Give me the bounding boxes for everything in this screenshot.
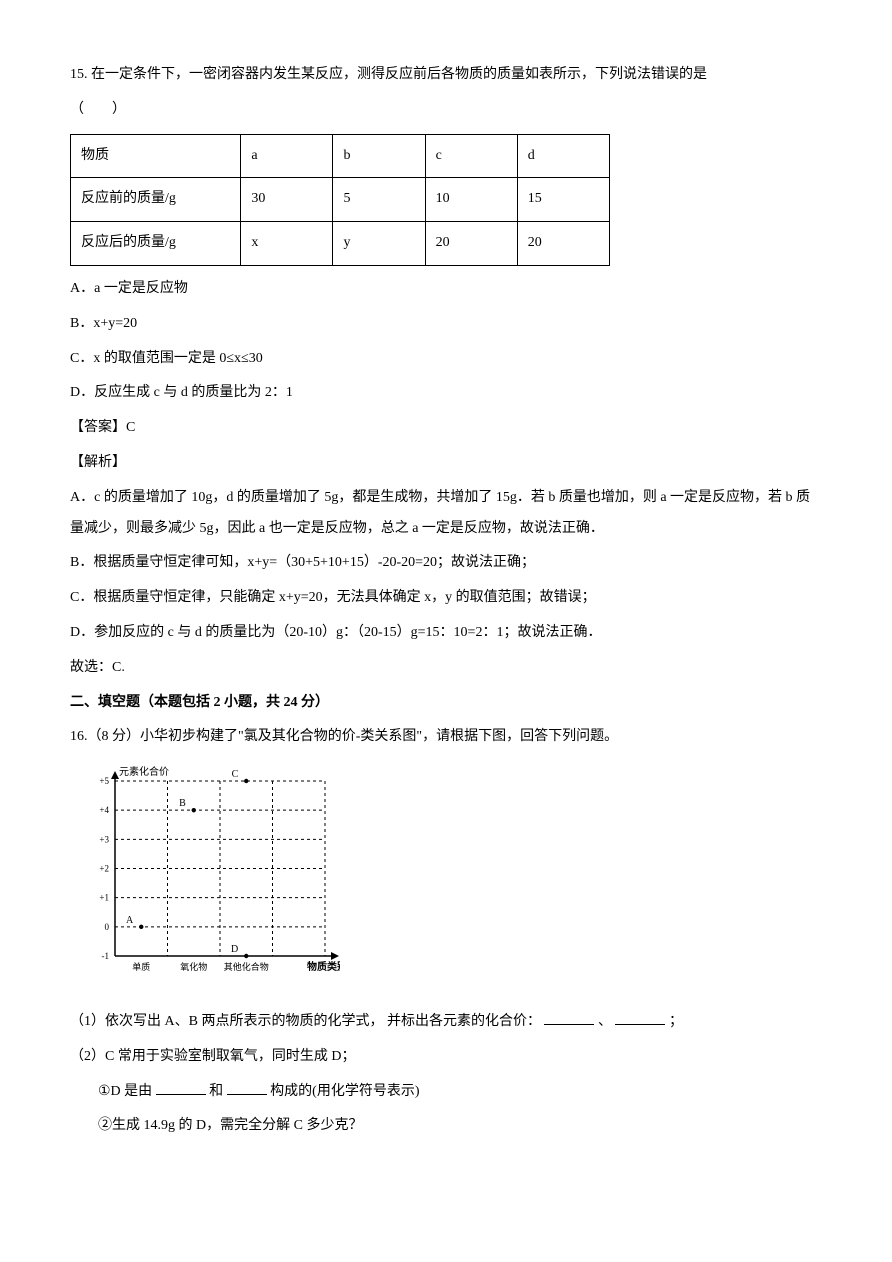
svg-text:元素化合价: 元素化合价 (119, 765, 169, 778)
q15-option-a: A．a 一定是反应物 (70, 274, 822, 305)
cell: b (333, 134, 425, 178)
cell: a (241, 134, 333, 178)
q16-sub2-1-mid: 和 (209, 1084, 223, 1099)
section2-title: 二、填空题（本题包括 2 小题，共 24 分） (70, 688, 822, 719)
table-row: 反应后的质量/g x y 20 20 (71, 222, 610, 266)
q16-sub2-1-suffix: 构成的(用化学符号表示) (270, 1084, 419, 1099)
blank-a[interactable] (544, 1008, 594, 1025)
q15-paren: （ ） (70, 95, 822, 126)
svg-text:单质: 单质 (132, 961, 150, 972)
cell: 20 (517, 222, 609, 266)
svg-text:+4: +4 (99, 805, 109, 815)
blank-c[interactable] (156, 1078, 206, 1095)
q16-sub2: （2）C 常用于实验室制取氧气，同时生成 D； (70, 1042, 822, 1073)
q15-analysis-b: B．根据质量守恒定律可知，x+y=（30+5+10+15）-20-20=20；故… (70, 548, 822, 579)
cell: 30 (241, 178, 333, 222)
blank-d[interactable] (227, 1078, 267, 1095)
q15-stem: 15. 在一定条件下，一密闭容器内发生某反应，测得反应前后各物质的质量如表所示，… (70, 60, 822, 91)
svg-text:物质类别: 物质类别 (307, 960, 340, 973)
q15-analysis-d: D．参加反应的 c 与 d 的质量比为（20-10）g：（20-15）g=15：… (70, 618, 822, 649)
cell: 10 (425, 178, 517, 222)
q16-sub1-sep: 、 (598, 1014, 612, 1029)
q15-conclusion: 故选：C. (70, 653, 822, 684)
q16-stem: 16.（8 分）小华初步构建了"氯及其化合物的价-类关系图"，请根据下图，回答下… (70, 722, 822, 753)
q16-sub2-1: ①D 是由 和 构成的(用化学符号表示) (70, 1077, 822, 1108)
cell: 物质 (71, 134, 241, 178)
svg-text:0: 0 (105, 922, 110, 932)
svg-text:氧化物: 氧化物 (180, 961, 207, 972)
table-row: 反应前的质量/g 30 5 10 15 (71, 178, 610, 222)
svg-text:B: B (179, 798, 186, 809)
q15-analysis-a: A．c 的质量增加了 10g，d 的质量增加了 5g，都是生成物，共增加了 15… (70, 483, 822, 545)
q15-option-d: D．反应生成 c 与 d 的质量比为 2：1 (70, 378, 822, 409)
valence-chart: +5 +4 +3 +2 +1 0 -1 元素化合价单质 氧化物 其他化合物 物质类别 A B C D (70, 763, 822, 997)
svg-text:C: C (232, 769, 239, 780)
svg-text:其他化合物: 其他化合物 (224, 961, 269, 972)
cell: 反应后的质量/g (71, 222, 241, 266)
cell: y (333, 222, 425, 266)
blank-b[interactable] (615, 1008, 665, 1025)
svg-text:A: A (126, 915, 134, 926)
q15-option-b: B．x+y=20 (70, 309, 822, 340)
svg-text:+5: +5 (99, 776, 109, 786)
q16-sub1: （1）依次写出 A、B 两点所表示的物质的化学式， 并标出各元素的化合价： 、 … (70, 1007, 822, 1038)
q15-option-c: C．x 的取值范围一定是 0≤x≤30 (70, 344, 822, 375)
svg-text:+2: +2 (99, 864, 109, 874)
q15-table: 物质 a b c d 反应前的质量/g 30 5 10 15 反应后的质量/g … (70, 134, 610, 266)
q16-sub1-prefix: （1）依次写出 A、B 两点所表示的物质的化学式， 并标出各元素的化合价： (70, 1014, 541, 1029)
cell: 15 (517, 178, 609, 222)
cell: 5 (333, 178, 425, 222)
q15-analysis-label: 【解析】 (70, 448, 822, 479)
svg-text:D: D (231, 944, 238, 955)
cell: 反应前的质量/g (71, 178, 241, 222)
q16-sub2-2: ②生成 14.9g 的 D，需完全分解 C 多少克？ (70, 1111, 822, 1142)
q15-answer: 【答案】C (70, 413, 822, 444)
chart-svg: +5 +4 +3 +2 +1 0 -1 元素化合价单质 氧化物 其他化合物 物质类别 A B C D (80, 763, 340, 984)
cell: x (241, 222, 333, 266)
q15-analysis-c: C．根据质量守恒定律，只能确定 x+y=20，无法具体确定 x，y 的取值范围；… (70, 583, 822, 614)
svg-text:+3: +3 (99, 834, 109, 844)
svg-text:-1: -1 (102, 951, 110, 961)
q16-sub2-1-prefix: ①D 是由 (98, 1084, 152, 1099)
cell: d (517, 134, 609, 178)
q16-sub1-suffix: ； (669, 1014, 683, 1029)
cell: 20 (425, 222, 517, 266)
svg-text:+1: +1 (99, 893, 109, 903)
table-row: 物质 a b c d (71, 134, 610, 178)
cell: c (425, 134, 517, 178)
